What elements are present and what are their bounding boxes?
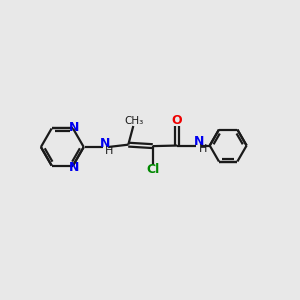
Text: H: H — [198, 144, 207, 154]
Text: H: H — [105, 146, 113, 156]
Text: N: N — [69, 160, 80, 173]
Text: CH₃: CH₃ — [124, 116, 143, 126]
Text: N: N — [194, 135, 204, 148]
Text: Cl: Cl — [146, 164, 159, 176]
Text: N: N — [100, 137, 111, 150]
Text: N: N — [69, 121, 80, 134]
Text: O: O — [172, 114, 182, 127]
